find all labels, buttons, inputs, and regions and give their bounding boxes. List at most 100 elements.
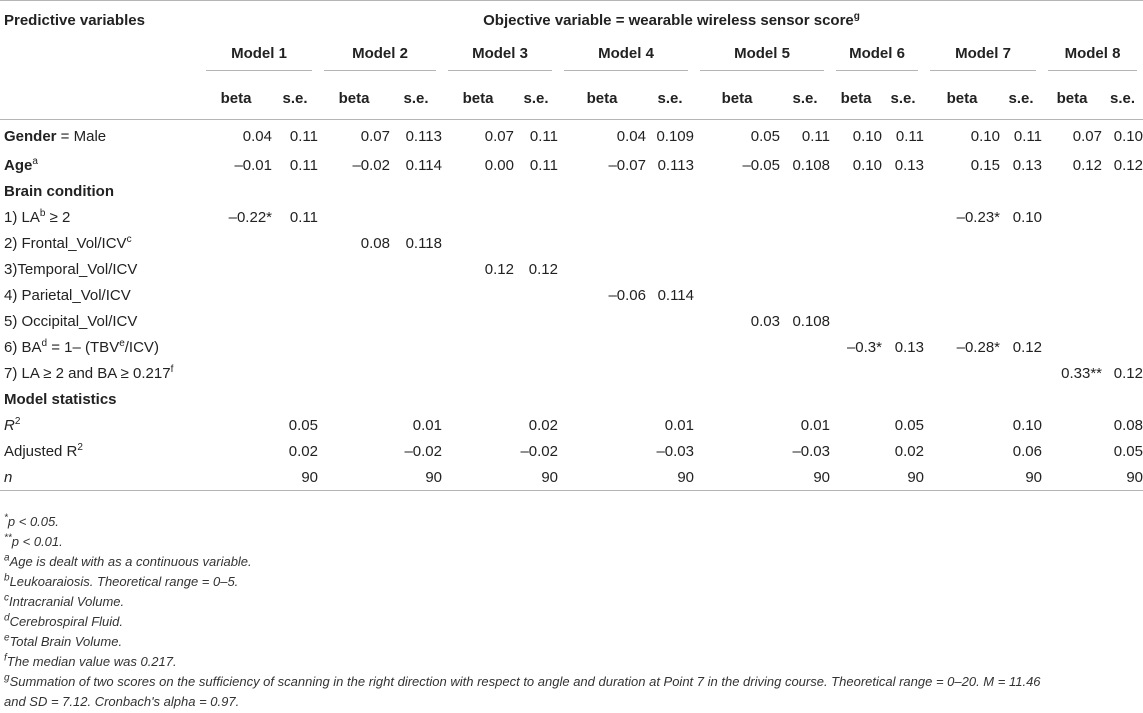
- table-cell: 0.08: [1113, 416, 1143, 434]
- table-cell: –0.02: [404, 442, 442, 460]
- footnote: aAge is dealt with as a continuous varia…: [4, 552, 252, 569]
- footnote: bLeukoaraiosis. Theoretical range = 0–5.: [4, 572, 239, 589]
- table-cell: 0.12: [1012, 338, 1042, 356]
- table-cell: 0.08: [360, 234, 390, 252]
- footnote: *p < 0.05.: [4, 512, 59, 529]
- row-label: R2: [4, 415, 21, 434]
- table-cell: 90: [1025, 468, 1042, 486]
- model-5-header: Model 5: [694, 39, 830, 77]
- table-row-parietal: 4) Parietal_Vol/ICV –0.06 0.114: [0, 282, 1143, 308]
- table-cell: 0.12: [1072, 156, 1102, 174]
- table-cell: 0.11: [289, 208, 318, 226]
- table-cell: 0.07: [484, 127, 514, 145]
- row-label: 4) Parietal_Vol/ICV: [4, 286, 131, 304]
- table-cell: 0.11: [529, 156, 558, 174]
- table-cell: 0.11: [895, 127, 924, 145]
- model-1-header: Model 1: [200, 39, 318, 77]
- footnote: eTotal Brain Volume.: [4, 632, 123, 649]
- beta-header: beta: [721, 89, 753, 107]
- table-cell: 0.01: [412, 416, 442, 434]
- table-cell: 0.05: [750, 127, 780, 145]
- predictive-variables-header: Predictive variables: [4, 11, 145, 29]
- row-label: 3)Temporal_Vol/ICV: [4, 260, 138, 278]
- table-row-gender: Gender = Male 0.04 0.11 0.07 0.113 0.07 …: [0, 119, 1143, 153]
- beta-se-header-row: beta s.e. beta s.e. beta s.e. beta s.e. beta…: [0, 77, 1143, 120]
- se-header: s.e.: [1109, 89, 1136, 107]
- table-cell: 0.07: [360, 127, 390, 145]
- row-label: 1) LAb ≥ 2: [4, 207, 71, 226]
- table-cell: 0.114: [657, 286, 694, 304]
- row-label: n: [4, 468, 13, 486]
- table-cell: –0.06: [608, 286, 646, 304]
- table-cell: 0.12: [1113, 156, 1143, 174]
- table-cell: 0.11: [289, 156, 318, 174]
- table-cell: 0.02: [288, 442, 318, 460]
- table-row-la-ba: 7) LA ≥ 2 and BA ≥ 0.217f 0.33** 0.12: [0, 360, 1143, 386]
- table-cell: 0.108: [792, 312, 830, 330]
- table-cell: –0.03: [792, 442, 830, 460]
- header-row: Predictive variables Objective variable …: [0, 0, 1143, 40]
- table-row-la: 1) LAb ≥ 2 –0.22* 0.11 –0.23* 0.10: [0, 204, 1143, 230]
- table-cell: 0.04: [242, 127, 272, 145]
- table-cell: 0.11: [801, 127, 830, 145]
- table-row-r2: R2 0.05 0.01 0.02 0.01 0.01 0.05 0.10 0.…: [0, 412, 1143, 438]
- table-row-brain-condition: Brain condition: [0, 178, 1143, 204]
- table-cell: 90: [677, 468, 694, 486]
- table-cell: 0.10: [1012, 208, 1042, 226]
- table-cell: 0.12: [484, 260, 514, 278]
- table-cell: 0.07: [1072, 127, 1102, 145]
- table-cell: 90: [541, 468, 558, 486]
- footnote: gSummation of two scores on the sufficie…: [4, 672, 1041, 689]
- table-cell: 90: [425, 468, 442, 486]
- se-header: s.e.: [890, 89, 916, 107]
- beta-header: beta: [840, 89, 872, 107]
- table-footnotes: *p < 0.05. **p < 0.01. aAge is dealt wit…: [4, 512, 1041, 712]
- table-cell: –0.3*: [846, 338, 882, 356]
- se-header: s.e.: [1008, 89, 1034, 107]
- table-cell: 0.13: [894, 156, 924, 174]
- table-cell: 90: [1126, 468, 1143, 486]
- table-cell: 0.05: [288, 416, 318, 434]
- table-cell: –0.03: [656, 442, 694, 460]
- table-cell: –0.22*: [228, 208, 272, 226]
- table-cell: 0.15: [970, 156, 1000, 174]
- se-header: s.e.: [657, 89, 683, 107]
- table-cell: 0.11: [289, 127, 318, 145]
- table-cell: 90: [813, 468, 830, 486]
- table-cell: 0.33**: [1061, 364, 1102, 382]
- table-cell: 0.114: [405, 156, 442, 174]
- se-header: s.e.: [523, 89, 549, 107]
- table-cell: –0.07: [608, 156, 646, 174]
- table-cell: 0.11: [1013, 127, 1042, 145]
- footnote: fThe median value was 0.217.: [4, 652, 177, 669]
- row-label: 7) LA ≥ 2 and BA ≥ 0.217f: [4, 363, 174, 382]
- table-cell: 0.10: [852, 127, 882, 145]
- table-cell: 0.10: [852, 156, 882, 174]
- table-cell: 0.01: [800, 416, 830, 434]
- se-header: s.e.: [792, 89, 818, 107]
- table-cell: 0.01: [664, 416, 694, 434]
- table-cell: 0.02: [894, 442, 924, 460]
- table-cell: 0.109: [656, 127, 694, 145]
- model-6-header: Model 6: [830, 39, 924, 77]
- table-cell: 0.06: [1012, 442, 1042, 460]
- model-2-header: Model 2: [318, 39, 442, 77]
- objective-variable-header: Objective variable = wearable wireless s…: [483, 10, 860, 29]
- table-row-frontal: 2) Frontal_Vol/ICVc 0.08 0.118: [0, 230, 1143, 256]
- table-cell: 0.10: [1113, 127, 1143, 145]
- row-label: 5) Occipital_Vol/ICV: [4, 312, 138, 330]
- section-heading: Brain condition: [4, 182, 114, 200]
- table-cell: –0.02: [352, 156, 390, 174]
- table-cell: 0.10: [1012, 416, 1042, 434]
- table-row-occipital: 5) Occipital_Vol/ICV 0.03 0.108: [0, 308, 1143, 334]
- footnote: cIntracranial Volume.: [4, 592, 125, 609]
- se-header: s.e.: [282, 89, 308, 107]
- table-cell: 0.02: [528, 416, 558, 434]
- table-cell: 90: [907, 468, 924, 486]
- table-row-n: n 90 90 90 90 90 90 90 90: [0, 464, 1143, 491]
- model-header-row: Model 1 Model 2 Model 3 Model 4 Model 5 …: [0, 39, 1143, 77]
- table-cell: 0.13: [1012, 156, 1042, 174]
- beta-header: beta: [338, 89, 370, 107]
- row-label: Gender = Male: [4, 127, 107, 145]
